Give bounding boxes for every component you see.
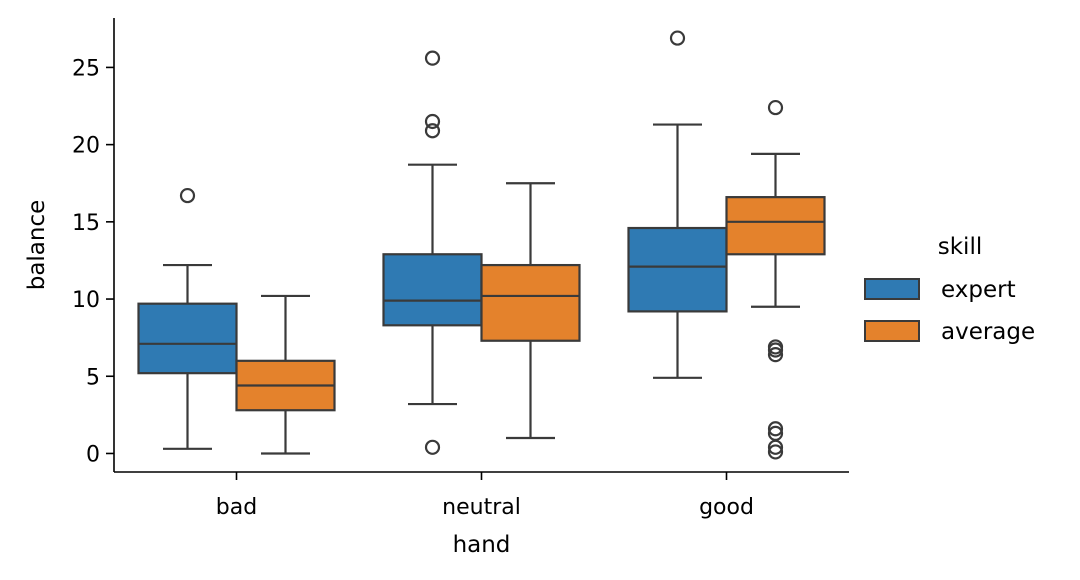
box-group-expert-good [627, 30, 728, 379]
x-tick-label: bad [216, 495, 257, 520]
outlier-point [767, 421, 784, 437]
box-group-expert-neutral [382, 50, 483, 455]
y-axis: 0 5 10 15 20 25 [72, 18, 115, 472]
x-axis: bad neutral good [114, 471, 849, 520]
outlier-point [669, 30, 686, 46]
y-tick-label: 15 [72, 211, 100, 236]
box [137, 302, 238, 375]
legend-swatch-average [864, 320, 920, 342]
legend: skill expert average [864, 234, 1035, 345]
y-tick-label: 0 [86, 442, 100, 467]
outlier-point [767, 99, 784, 116]
legend-label-expert: expert [941, 277, 1016, 303]
y-axis-label: balance [24, 200, 50, 291]
legend-swatch-expert [864, 278, 920, 300]
box-group-expert-bad [137, 187, 238, 450]
box [480, 263, 581, 342]
y-tick-label: 10 [72, 288, 100, 313]
y-tick-label: 25 [72, 56, 100, 81]
outlier-point [424, 113, 441, 130]
y-tick-label: 20 [72, 134, 100, 159]
outlier-point [767, 425, 784, 441]
plot-area [137, 30, 826, 460]
box-group-average-neutral [480, 182, 581, 440]
box-group-average-good [725, 99, 826, 460]
outlier-point [424, 123, 441, 139]
x-tick-label: neutral [442, 495, 521, 520]
box [627, 226, 728, 313]
box-group-average-bad [235, 294, 336, 455]
outlier-point [767, 339, 784, 355]
outlier-point [767, 347, 784, 363]
outlier-point [424, 50, 441, 66]
box [382, 253, 483, 327]
outlier-point [179, 187, 196, 204]
x-tick-label: good [699, 495, 754, 520]
legend-label-average: average [941, 319, 1035, 345]
outlier-point [767, 444, 784, 460]
outlier-point [424, 439, 441, 455]
legend-title: skill [938, 234, 982, 260]
y-tick-label: 5 [86, 365, 100, 390]
box [725, 196, 826, 256]
x-axis-label: hand [453, 532, 511, 558]
